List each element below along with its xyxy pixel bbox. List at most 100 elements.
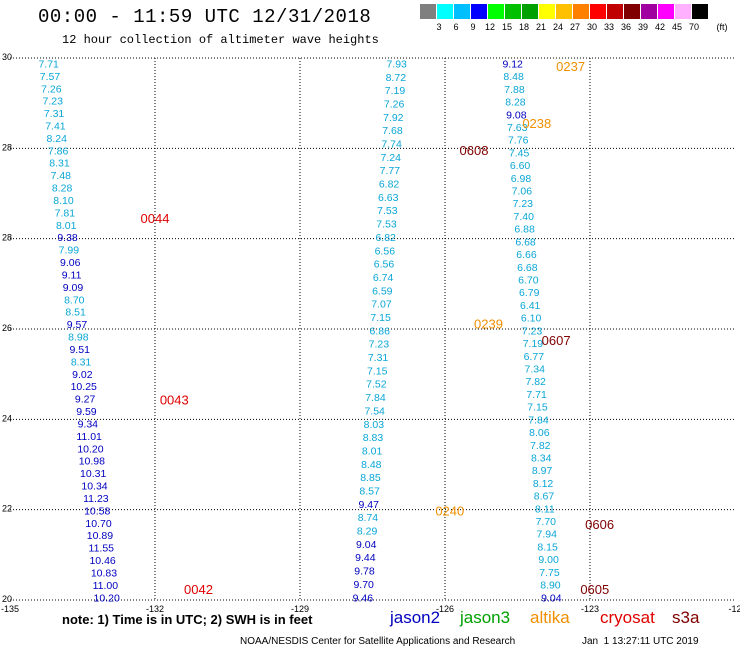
wave-height-value: 8.11 <box>535 503 555 515</box>
wave-height-value: 7.41 <box>45 120 66 132</box>
wave-height-value: 9.59 <box>76 406 97 418</box>
wave-height-value: 7.07 <box>371 299 392 311</box>
wave-height-value: 6.59 <box>372 285 393 297</box>
wave-height-value: 7.68 <box>382 125 403 137</box>
legend-cryosat: cryosat <box>600 608 655 627</box>
wave-height-value: 8.06 <box>529 427 550 439</box>
wave-height-value: 9.04 <box>356 539 377 551</box>
scale-swatch <box>658 4 675 19</box>
scale-swatch <box>590 4 607 19</box>
wave-height-value: 8.97 <box>532 465 553 477</box>
lat-tick-label: 30 <box>2 52 12 62</box>
wave-height-value: 7.92 <box>383 112 404 124</box>
lat-tick-label: 28 <box>2 142 12 152</box>
wave-height-value: 7.31 <box>368 352 389 364</box>
scale-label: 70 <box>688 22 699 32</box>
wave-height-value: 7.15 <box>367 365 388 377</box>
wave-height-value: 9.51 <box>69 344 90 356</box>
wave-height-value: 6.63 <box>378 192 399 204</box>
wave-height-value: 9.12 <box>502 58 523 70</box>
wave-height-value: 9.46 <box>353 592 374 604</box>
map-subtitle: 12 hour collection of altimeter wave hei… <box>62 33 379 47</box>
scale-swatch <box>522 4 539 19</box>
wave-height-value: 6.82 <box>379 179 400 191</box>
wave-height-value: 6.88 <box>514 224 535 236</box>
wave-height-value: 8.74 <box>358 512 379 524</box>
lon-tick-label: -135 <box>1 604 19 614</box>
wave-height-value: 8.01 <box>362 445 383 457</box>
legend-jason2: jason2 <box>390 608 441 627</box>
wave-height-value: 7.53 <box>377 205 398 217</box>
wave-height-value: 6.82 <box>375 232 396 244</box>
wave-height-value: 8.31 <box>49 158 70 170</box>
wave-height-value: 7.94 <box>537 529 558 541</box>
wave-height-value: 9.47 <box>359 499 380 511</box>
wave-height-value: 7.54 <box>364 405 385 417</box>
wave-height-value: 7.75 <box>539 567 560 579</box>
wave-height-value: 9.44 <box>355 552 376 564</box>
wave-height-value: 9.34 <box>78 418 99 430</box>
legend-s3a: s3a <box>672 608 700 627</box>
wave-height-value: 8.51 <box>65 307 86 319</box>
wave-height-value: 6.60 <box>510 160 531 172</box>
wave-height-value: 7.77 <box>380 165 401 177</box>
pass-time-label: 0605 <box>580 582 609 597</box>
wave-height-value: 7.57 <box>40 71 61 83</box>
wave-height-value: 8.10 <box>53 195 74 207</box>
wave-height-value: 7.06 <box>512 186 533 198</box>
pass-time-label: 0608 <box>460 143 489 158</box>
wave-height-value: 7.19 <box>523 338 544 350</box>
wave-height-value: 6.70 <box>518 275 539 287</box>
wave-height-value: 9.70 <box>353 579 374 591</box>
wave-height-value: 8.48 <box>361 459 382 471</box>
wave-height-value: 8.31 <box>71 356 92 368</box>
wave-height-value: 6.66 <box>516 249 537 261</box>
wave-height-value: 9.38 <box>57 232 78 244</box>
wave-height-value: 8.98 <box>68 332 89 344</box>
wave-height-value: 7.26 <box>41 83 62 95</box>
wave-height-value: 7.23 <box>42 96 63 108</box>
lon-tick-label: -132 <box>146 604 164 614</box>
wave-height-value: 9.06 <box>60 257 81 269</box>
wave-height-value: 7.84 <box>365 392 386 404</box>
pass-time-label: 0042 <box>184 582 213 597</box>
legend-altika: altika <box>530 608 570 627</box>
scale-label: 24 <box>552 22 563 32</box>
scale-swatch <box>573 4 590 19</box>
scale-swatch <box>488 4 505 19</box>
wave-height-value: 7.76 <box>508 135 529 147</box>
scale-label: 15 <box>501 22 512 32</box>
scale-swatch <box>675 4 692 19</box>
wave-height-value: 9.78 <box>354 566 375 578</box>
wave-height-value: 8.67 <box>534 491 555 503</box>
wave-height-value: 8.01 <box>56 220 77 232</box>
wave-height-value: 10.20 <box>77 443 103 455</box>
wave-height-value: 10.20 <box>94 592 120 604</box>
pass-time-label: 0238 <box>522 116 551 131</box>
wave-height-value: 9.57 <box>67 319 88 331</box>
scale-swatch <box>624 4 641 19</box>
wave-height-value: 7.15 <box>527 402 548 414</box>
lon-tick-label: -123 <box>581 604 599 614</box>
wave-height-value: 6.77 <box>524 351 545 363</box>
pass-time-label: 0239 <box>474 317 503 332</box>
wave-height-value: 6.68 <box>515 236 536 248</box>
wave-height-value: 7.74 <box>381 139 402 151</box>
wave-height-value: 8.83 <box>363 432 384 444</box>
wave-height-value: 7.23 <box>513 198 534 210</box>
pass-time-label: 0240 <box>435 504 464 519</box>
wave-height-value: 7.52 <box>366 379 387 391</box>
wave-height-value: 11.01 <box>76 431 102 443</box>
wave-height-value: 6.79 <box>519 287 540 299</box>
wave-height-value: 7.26 <box>384 98 405 110</box>
scale-label: 18 <box>518 22 529 32</box>
wave-height-value: 7.23 <box>369 339 390 351</box>
wave-height-value: 7.15 <box>370 312 391 324</box>
wave-height-value: 7.71 <box>526 389 547 401</box>
wave-height-value: 10.98 <box>79 456 105 468</box>
wave-height-value: 10.25 <box>71 381 97 393</box>
lat-tick-label: 26 <box>2 323 12 333</box>
wave-height-value: 6.56 <box>374 259 395 271</box>
wave-height-value: 7.31 <box>44 108 65 120</box>
scale-label: 33 <box>603 22 614 32</box>
